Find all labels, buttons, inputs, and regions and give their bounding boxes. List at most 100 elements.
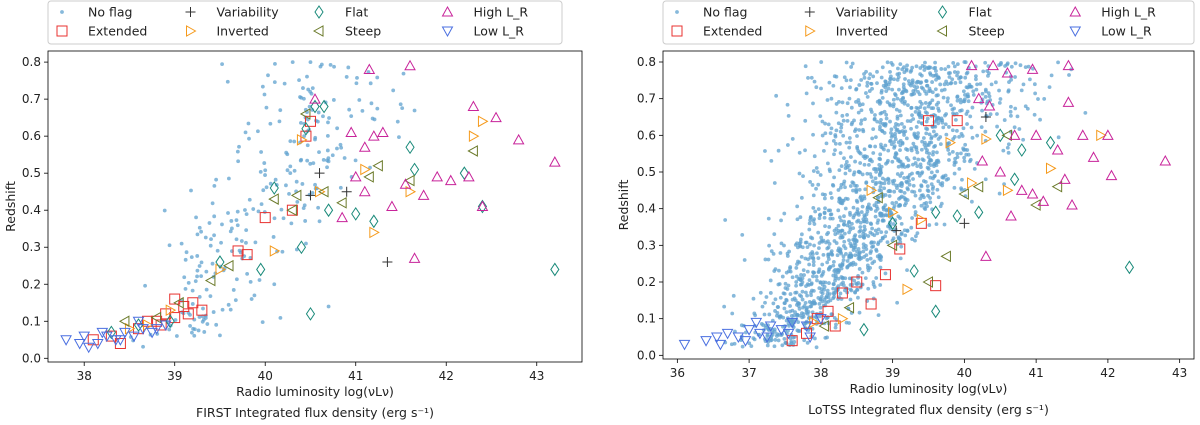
no-flag-point xyxy=(769,158,774,163)
no-flag-point xyxy=(841,133,846,138)
no-flag-point xyxy=(924,201,929,205)
no-flag-point xyxy=(856,211,861,215)
no-flag-point xyxy=(842,156,846,161)
no-flag-point xyxy=(983,177,988,182)
no-flag-point xyxy=(772,181,777,185)
no-flag-point xyxy=(854,198,859,203)
no-flag-point xyxy=(869,241,874,245)
no-flag-point xyxy=(797,150,802,155)
no-flag-point xyxy=(872,167,876,171)
flat-point xyxy=(477,199,488,214)
no-flag-point xyxy=(299,157,304,162)
high-l-r-point xyxy=(309,93,321,104)
x-tick-label: 37 xyxy=(741,366,756,380)
no-flag-point xyxy=(865,205,870,210)
extended-point xyxy=(836,287,848,299)
no-flag-point xyxy=(917,173,922,178)
no-flag-point xyxy=(248,279,253,284)
no-flag-point xyxy=(905,228,910,233)
no-flag-point xyxy=(811,274,815,279)
no-flag-point xyxy=(882,181,887,186)
no-flag-point xyxy=(848,85,852,90)
no-flag-point xyxy=(764,295,769,299)
no-flag-point xyxy=(807,262,812,267)
no-flag-point xyxy=(836,223,841,228)
no-flag-point xyxy=(969,125,974,130)
x-axis-label: Radio luminosity log(νLν) xyxy=(236,384,394,399)
no-flag-point xyxy=(924,79,929,83)
no-flag-point xyxy=(879,145,884,149)
no-flag-point xyxy=(955,128,959,133)
no-flag-point xyxy=(808,242,812,247)
no-flag-point xyxy=(197,225,202,230)
no-flag-point xyxy=(338,185,343,190)
no-flag-point xyxy=(892,145,897,150)
legend-label: Variability xyxy=(836,5,899,20)
no-flag-point xyxy=(917,112,922,116)
no-flag-point xyxy=(916,131,920,136)
no-flag-point xyxy=(723,218,728,222)
no-flag-point xyxy=(257,278,262,282)
no-flag-point xyxy=(965,122,969,126)
no-flag-point xyxy=(247,197,252,202)
no-flag-point xyxy=(911,141,916,146)
no-flag-point xyxy=(292,139,297,144)
no-flag-point xyxy=(893,152,898,157)
no-flag-point xyxy=(930,187,935,191)
y-tick-label: 0.0 xyxy=(637,348,656,362)
low-l-r-point xyxy=(150,324,163,335)
no-flag-point xyxy=(815,251,819,256)
flat-point xyxy=(995,128,1005,143)
no-flag-point xyxy=(876,242,880,247)
high-l-r-point xyxy=(444,174,457,186)
no-flag-point xyxy=(325,148,330,153)
low-l-r-point xyxy=(800,321,813,333)
no-flag-point xyxy=(848,184,853,188)
no-flag-point xyxy=(259,202,264,207)
flat-point xyxy=(1124,260,1135,275)
no-flag-point xyxy=(958,80,963,85)
no-flag-point xyxy=(814,85,819,90)
variability-point xyxy=(341,186,352,197)
steep-point xyxy=(958,188,969,200)
no-flag-point xyxy=(940,181,945,185)
low-l-r-point xyxy=(750,317,763,329)
no-flag-point xyxy=(904,68,909,73)
no-flag-point xyxy=(763,149,767,153)
flat-point xyxy=(301,121,311,136)
no-flag-point xyxy=(884,230,889,235)
legend-label: No flag xyxy=(88,5,132,20)
no-flag-point xyxy=(857,83,862,87)
no-flag-point xyxy=(235,209,240,214)
no-flag-point xyxy=(971,93,976,97)
no-flag-point xyxy=(811,206,816,210)
no-flag-point xyxy=(869,222,874,227)
flat-point xyxy=(310,99,320,114)
no-flag-point xyxy=(810,183,815,187)
no-flag-point xyxy=(830,312,835,317)
no-flag-point xyxy=(308,161,313,166)
no-flag-point xyxy=(788,292,793,296)
no-flag-point xyxy=(813,209,818,214)
inverted-point xyxy=(888,206,899,219)
no-flag-point xyxy=(900,171,904,176)
legend-flat-marker xyxy=(937,5,948,19)
no-flag-point xyxy=(873,113,877,117)
no-flag-point xyxy=(268,121,273,126)
no-flag-point xyxy=(945,82,950,86)
no-flag-point xyxy=(878,211,883,216)
no-flag-point xyxy=(305,158,310,163)
x-tick-label: 39 xyxy=(885,366,900,380)
no-flag-point xyxy=(805,293,810,298)
no-flag-point xyxy=(926,189,931,194)
no-flag-point xyxy=(801,268,806,273)
no-flag-point xyxy=(349,114,354,119)
no-flag-point xyxy=(860,172,865,177)
legend-high-l-r-marker xyxy=(1069,5,1082,17)
no-flag-point xyxy=(767,243,772,248)
no-flag-point xyxy=(938,142,943,147)
no-flag-point xyxy=(968,159,972,164)
no-flag-point xyxy=(338,142,343,147)
no-flag-point xyxy=(929,182,934,187)
no-flag-point xyxy=(926,161,931,166)
